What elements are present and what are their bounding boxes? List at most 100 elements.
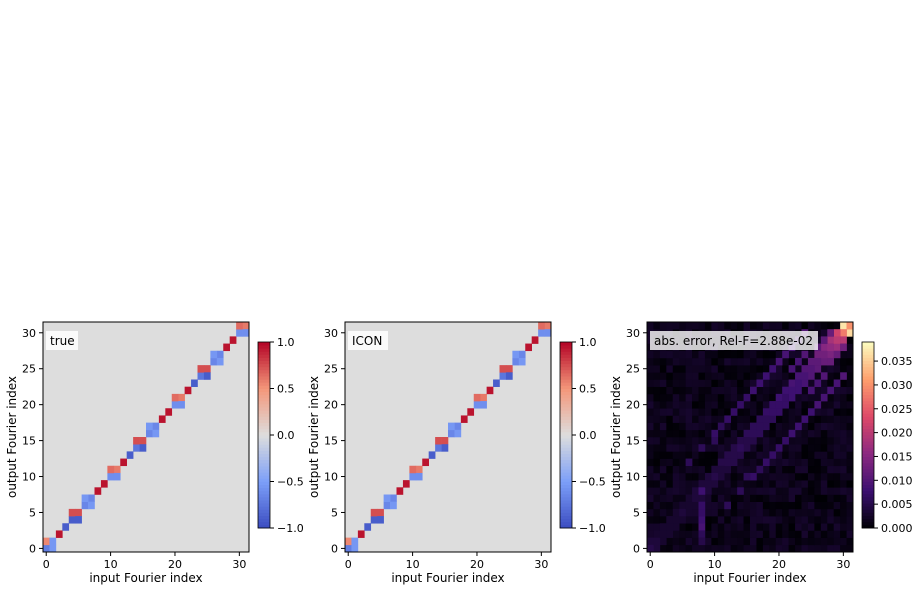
heatmap-cell [795, 415, 802, 423]
colorbar-ticks-icon: −1.0 −0.5 0.0 0.5 1.0 [572, 336, 606, 535]
heatmap-cell [820, 451, 828, 459]
heatmap-cell [782, 401, 789, 409]
colorbar-tick-label: 0.025 [881, 403, 913, 416]
colorbar-segment [258, 422, 270, 427]
heatmap-cell [820, 386, 828, 395]
heatmap-cell [184, 386, 192, 395]
heatmap-cell [679, 350, 686, 359]
heatmap-cell [679, 365, 686, 373]
heatmap-cell [788, 415, 796, 423]
heatmap-cell [711, 437, 719, 445]
heatmap-cell [692, 501, 699, 510]
heatmap-cell [807, 458, 815, 467]
heatmap-cell [827, 530, 834, 538]
heatmap-cell [679, 465, 686, 474]
colorbar-segment [862, 475, 874, 479]
heatmap-cell [454, 422, 462, 431]
heatmap-cell [788, 422, 796, 431]
heatmap-cell [659, 480, 667, 488]
heatmap-cell [833, 357, 841, 366]
heatmap-cell [762, 444, 770, 452]
heatmap-cell [717, 393, 725, 402]
heatmap-cell [750, 437, 757, 445]
heatmap-cell [743, 472, 751, 481]
x-axis-label-true: input Fourier index [89, 571, 202, 585]
heatmap-cell [647, 530, 654, 538]
heatmap-cell [672, 444, 680, 452]
colorbar-segment [258, 379, 270, 383]
colorbar-segment [560, 369, 572, 374]
heatmap-cell [788, 480, 796, 488]
colorbar-segment [258, 431, 270, 436]
heatmap-cell [711, 487, 719, 495]
heatmap-cell [473, 393, 481, 402]
colorbar-segment [560, 472, 572, 476]
heatmap-cell [679, 472, 686, 481]
heatmap-cell [795, 322, 802, 330]
heatmap-cell [178, 401, 185, 409]
heatmap-cell [210, 357, 218, 366]
heatmap-cell [724, 537, 731, 546]
heatmap-cell [788, 379, 796, 387]
heatmap-cell [730, 386, 738, 395]
heatmap-cell [775, 487, 783, 495]
heatmap-cell [692, 523, 699, 531]
heatmap-cell [672, 537, 680, 546]
heatmap-cell [814, 365, 822, 373]
heatmap-cell [769, 379, 777, 387]
heatmap-cell [698, 350, 706, 359]
heatmap-cell [704, 372, 712, 380]
colorbar-segment [258, 397, 270, 402]
heatmap-cell [750, 357, 757, 366]
colorbar-segment [560, 453, 572, 458]
colorbar-segment [560, 413, 572, 417]
heatmap-cell [795, 472, 802, 481]
heatmap-cell [672, 472, 680, 481]
heatmap-cell [730, 322, 738, 330]
heatmap-cell [679, 386, 686, 395]
heatmap-cell [659, 379, 667, 387]
heatmap-cell [814, 458, 822, 467]
heatmap-cell [724, 429, 731, 438]
heatmap-cell [679, 523, 686, 531]
heatmap-cell [775, 537, 783, 546]
heatmap-cell [833, 472, 841, 481]
heatmap-cell [679, 437, 686, 445]
heatmap-cell [814, 444, 822, 452]
colorbar-segment [862, 462, 874, 467]
x-tick-label: 20 [470, 558, 484, 571]
heatmap-cell [724, 365, 731, 373]
heatmap-cell [827, 422, 834, 431]
heatmap-cell [698, 437, 706, 445]
heatmap-cell [833, 408, 841, 416]
heatmap-cell [762, 379, 770, 387]
heatmap-cell [814, 415, 822, 423]
heatmap-cell [133, 437, 140, 445]
heatmap-cell [692, 365, 699, 373]
colorbar-segment [862, 351, 874, 355]
colorbar-segment [258, 410, 270, 414]
heatmap-cell [717, 401, 725, 409]
heatmap-cell [827, 386, 834, 395]
heatmap-cell [737, 422, 744, 431]
heatmap-cell [730, 480, 738, 488]
heatmap-cell [659, 516, 667, 524]
heatmap-cell [769, 322, 777, 330]
heatmap-cell [692, 372, 699, 380]
heatmap-cell [795, 501, 802, 510]
heatmap-cell [236, 329, 243, 337]
colorbar-segment [862, 391, 874, 396]
heatmap-cell [788, 372, 796, 380]
heatmap-cell [827, 350, 834, 359]
x-tick-label: 30 [232, 558, 246, 571]
heatmap-cell [704, 494, 712, 502]
heatmap-cell [807, 494, 815, 502]
heatmap-cell [704, 458, 712, 467]
heatmap-cell [698, 451, 706, 459]
heatmap-cell [647, 415, 654, 423]
heatmap-cell [743, 415, 751, 423]
heatmap-cell [756, 365, 764, 373]
heatmap-cell [698, 429, 706, 438]
heatmap-cell [795, 458, 802, 467]
heatmap-cell [788, 530, 796, 538]
